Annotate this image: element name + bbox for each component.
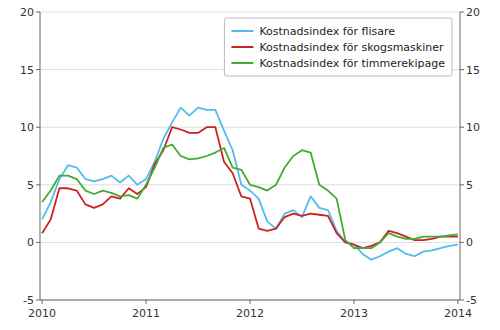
x-tick-label: 2010 [28, 307, 56, 320]
legend-swatch [231, 30, 253, 32]
y2-tick-label: 5 [466, 179, 473, 192]
series-line [42, 127, 458, 248]
x-tick-label: 2014 [444, 307, 472, 320]
x-tick-label: 2013 [340, 307, 368, 320]
y2-tick-label: -5 [466, 294, 477, 307]
chart: -5 0 5 10 15 20 -5 0 5 10 15 20 2010 2011 2012 2013 2014… [0, 0, 500, 330]
x-tick [42, 300, 43, 304]
y2-tick-label: 0 [466, 236, 473, 249]
legend: Kostnadsindex för flisare Kostnadsindex f… [224, 18, 452, 76]
grid-line [40, 127, 460, 128]
legend-label: Kostnadsindex för flisare [259, 25, 395, 38]
y2-tick-label: 15 [466, 64, 480, 77]
y-tick-label: 0 [27, 236, 34, 249]
y-tick [36, 69, 40, 70]
y-tick [36, 184, 40, 185]
y-tick-label: 5 [27, 179, 34, 192]
y-axis-line [40, 12, 41, 300]
y2-tick [460, 12, 464, 13]
grid [40, 12, 460, 300]
x-axis-line [40, 300, 460, 301]
x-tick [146, 300, 147, 304]
y-tick [36, 127, 40, 128]
y-tick [36, 300, 40, 301]
y-tick [36, 242, 40, 243]
grid-line [40, 300, 460, 301]
x-tick [457, 300, 458, 304]
y2-tick-label: 10 [466, 121, 480, 134]
y-tick-label: -5 [23, 294, 34, 307]
grid-line [40, 12, 460, 13]
x-tick [353, 300, 354, 304]
plot-area [42, 108, 458, 260]
y-tick-label: 20 [20, 6, 34, 19]
axes: -5 0 5 10 15 20 -5 0 5 10 15 20 2010 2011 2012 2013 2014 [20, 6, 480, 320]
x-tick-label: 2012 [236, 307, 264, 320]
y2-tick [460, 127, 464, 128]
y2-tick [460, 69, 464, 70]
y2-tick [460, 300, 464, 301]
legend-swatch [231, 46, 253, 48]
legend-label: Kostnadsindex för timmerekipage [259, 57, 445, 70]
series-line [42, 108, 458, 260]
y2-tick-label: 20 [466, 6, 480, 19]
y-tick [36, 12, 40, 13]
y2-axis-line [460, 12, 461, 300]
y2-tick [460, 184, 464, 185]
y-tick-label: 15 [20, 64, 34, 77]
legend-box [224, 18, 452, 76]
x-tick-label: 2011 [132, 307, 160, 320]
series-line [42, 144, 458, 248]
legend-swatch [231, 62, 253, 64]
grid-line [40, 242, 460, 243]
y2-tick [460, 242, 464, 243]
y-tick-label: 10 [20, 121, 34, 134]
x-tick [250, 300, 251, 304]
legend-label: Kostnadsindex för skogsmaskiner [259, 41, 444, 54]
